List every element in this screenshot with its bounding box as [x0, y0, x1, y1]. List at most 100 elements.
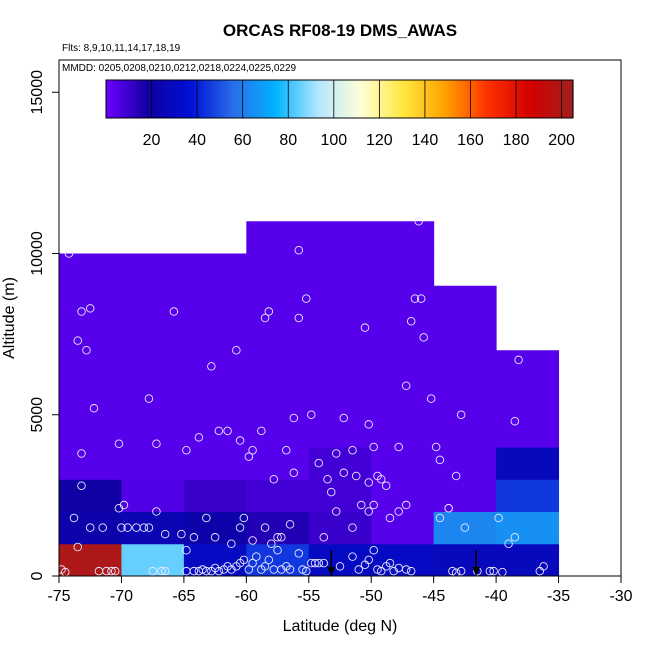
sample-point	[177, 529, 186, 539]
colorbar-swatch	[433, 80, 437, 118]
sample-point	[394, 507, 403, 516]
colorbar-swatch	[348, 80, 352, 118]
x-tick-label: -35	[547, 588, 570, 605]
colorbar-swatch	[165, 80, 170, 118]
sample-point	[302, 566, 311, 576]
x-tick-label: -65	[172, 588, 195, 605]
heatmap-cell	[308, 543, 372, 576]
colorbar-swatch	[143, 80, 147, 118]
sample-point	[248, 536, 257, 545]
sample-point	[264, 555, 274, 565]
sample-point	[369, 442, 378, 452]
colorbar-swatch	[313, 80, 318, 118]
sample-point	[260, 523, 270, 532]
heatmap-cell	[308, 479, 372, 512]
colorbar-swatch	[439, 80, 443, 118]
sample-point	[144, 523, 154, 532]
sample-point	[264, 307, 274, 316]
y-tick-label: 5000	[29, 397, 46, 433]
sample-point	[510, 416, 520, 426]
sample-point	[451, 568, 461, 576]
colorbar-swatch	[476, 80, 480, 118]
sample-point	[489, 566, 498, 576]
sample-point	[381, 481, 391, 490]
heatmap-cell	[59, 479, 122, 512]
colorbar-swatch	[498, 80, 503, 118]
sample-point	[152, 507, 161, 516]
colorbar-swatch	[419, 80, 423, 118]
colorbar-swatch	[234, 80, 238, 118]
colorbar-swatch	[228, 80, 232, 118]
colorbar-swatch	[305, 80, 309, 118]
colorbar-swatch	[538, 80, 543, 118]
sample-point	[369, 545, 378, 555]
sample-point	[376, 475, 386, 484]
colorbar-swatch	[202, 80, 207, 118]
colorbar-tick-label: 200	[548, 132, 575, 149]
sample-point	[273, 533, 282, 542]
colorbar-swatch	[533, 80, 537, 118]
sample-point	[189, 566, 199, 576]
colorbar-swatch	[399, 80, 403, 118]
colorbar-swatch	[362, 80, 366, 118]
colorbar-swatch	[188, 80, 193, 118]
colorbar-labels: 20 40 60 80 100 120 140 160 180 200	[143, 132, 575, 149]
colorbar-swatch	[373, 80, 378, 118]
sample-point	[252, 552, 261, 561]
colorbar-swatch	[217, 80, 221, 118]
sample-point	[294, 549, 304, 558]
colorbar-swatch	[353, 80, 358, 118]
sample-point	[123, 523, 132, 532]
sample-point	[235, 523, 245, 532]
colorbar-swatch	[302, 80, 306, 118]
colorbar-swatch	[140, 80, 144, 118]
heatmap-cell	[59, 350, 560, 448]
sample-point	[285, 565, 295, 574]
sample-point	[310, 558, 320, 568]
colorbar-swatch	[376, 80, 380, 118]
colorbar-swatch	[168, 80, 173, 118]
colorbar-swatch	[487, 80, 492, 118]
heatmap-cell	[433, 479, 497, 512]
colorbar-swatch	[271, 80, 275, 118]
sample-point	[157, 566, 166, 576]
colorbar-swatch	[407, 80, 412, 118]
colorbar-swatch	[356, 80, 361, 118]
sample-point	[117, 523, 126, 532]
colorbar-swatch	[422, 80, 426, 118]
colorbar-swatch	[558, 80, 563, 118]
sample-point	[77, 307, 86, 316]
sample-point	[335, 562, 345, 571]
colorbar-gradient	[106, 80, 574, 118]
sample-point	[82, 346, 91, 355]
colorbar-swatch	[561, 80, 566, 118]
sample-point	[277, 533, 286, 542]
sample-point	[426, 394, 436, 403]
sample-point	[294, 246, 304, 255]
colorbar-swatch	[567, 80, 571, 118]
colorbar-swatch	[276, 80, 281, 118]
sample-point	[364, 478, 373, 487]
colorbar-swatch	[236, 80, 241, 118]
colorbar-swatch	[339, 80, 343, 118]
colorbar-swatch	[145, 80, 150, 118]
colorbar-swatch	[510, 80, 514, 118]
colorbar-swatch	[262, 80, 267, 118]
colorbar-swatch	[157, 80, 161, 118]
sample-point	[248, 558, 257, 568]
colorbar-swatch	[524, 80, 529, 118]
sample-point	[364, 507, 373, 516]
x-tick-label: -30	[609, 588, 632, 605]
sample-point	[356, 500, 366, 510]
sample-point	[456, 566, 466, 576]
colorbar-tick-label: 20	[143, 132, 161, 149]
colorbar-swatch	[473, 80, 477, 118]
colorbar-swatch	[248, 80, 252, 118]
colorbar-swatch	[299, 80, 304, 118]
colorbar-swatch	[470, 80, 474, 118]
colorbar-swatch	[137, 80, 141, 118]
colorbar-swatch	[330, 80, 335, 118]
x-tick-label: -60	[235, 588, 258, 605]
sample-point	[160, 529, 170, 539]
sample-point	[194, 433, 204, 442]
